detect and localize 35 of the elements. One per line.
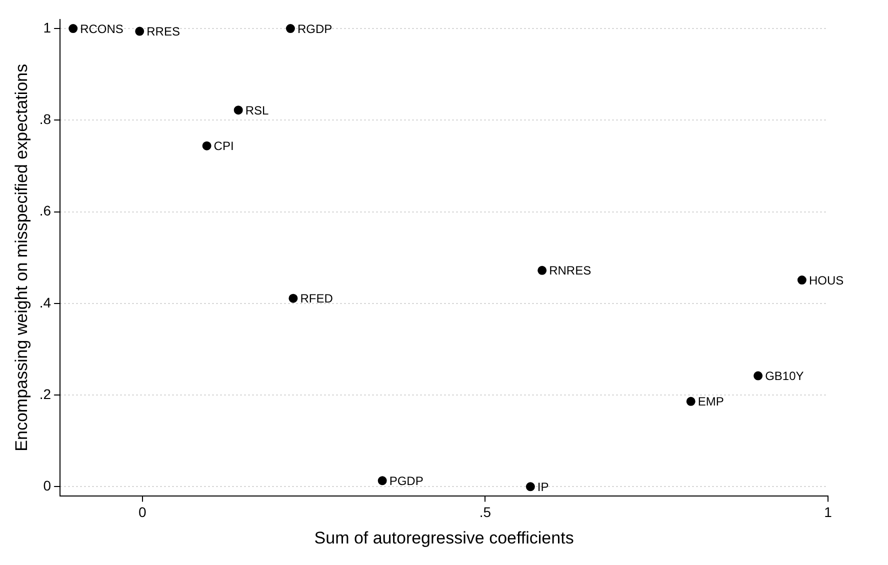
annotation: PGDP bbox=[389, 474, 424, 488]
point bbox=[234, 106, 243, 115]
annotation: RFED bbox=[300, 292, 334, 306]
x-tick-label: 0 bbox=[138, 504, 146, 520]
y-tick-label: 1 bbox=[43, 19, 52, 36]
x-tick-label: .5 bbox=[479, 504, 492, 520]
point bbox=[286, 24, 295, 34]
point bbox=[686, 396, 696, 406]
x-tick-label: 1 bbox=[824, 504, 832, 520]
point bbox=[68, 24, 78, 34]
annotation: RSL bbox=[245, 103, 270, 118]
y-tick-label: .8 bbox=[39, 111, 52, 128]
y-tick-label: 0 bbox=[43, 478, 52, 494]
y-axis-title: Encompassing weight on misspecified expectations bbox=[12, 64, 31, 452]
point bbox=[538, 266, 547, 275]
x-axis-title: Sum of autoregressive coefficients bbox=[314, 528, 574, 548]
annotation: EMP bbox=[698, 394, 724, 409]
annotation: CPI bbox=[214, 139, 234, 154]
annotation: RGDP bbox=[297, 22, 332, 36]
point bbox=[754, 371, 763, 380]
annotation: RCONS bbox=[80, 22, 124, 36]
y-tick-label: .6 bbox=[39, 202, 52, 219]
annotation: GB10Y bbox=[765, 369, 804, 384]
annotation: RNRES bbox=[549, 264, 592, 278]
point bbox=[135, 26, 144, 36]
point bbox=[797, 276, 806, 285]
point bbox=[202, 141, 212, 150]
annotation: IP bbox=[537, 480, 549, 494]
point bbox=[288, 294, 298, 303]
y-tick-label: .4 bbox=[39, 294, 52, 310]
annotation: HOUS bbox=[808, 273, 844, 288]
point bbox=[526, 482, 535, 492]
y-tick-label: .2 bbox=[39, 386, 52, 402]
annotation: RRES bbox=[146, 24, 180, 39]
point bbox=[378, 476, 387, 486]
